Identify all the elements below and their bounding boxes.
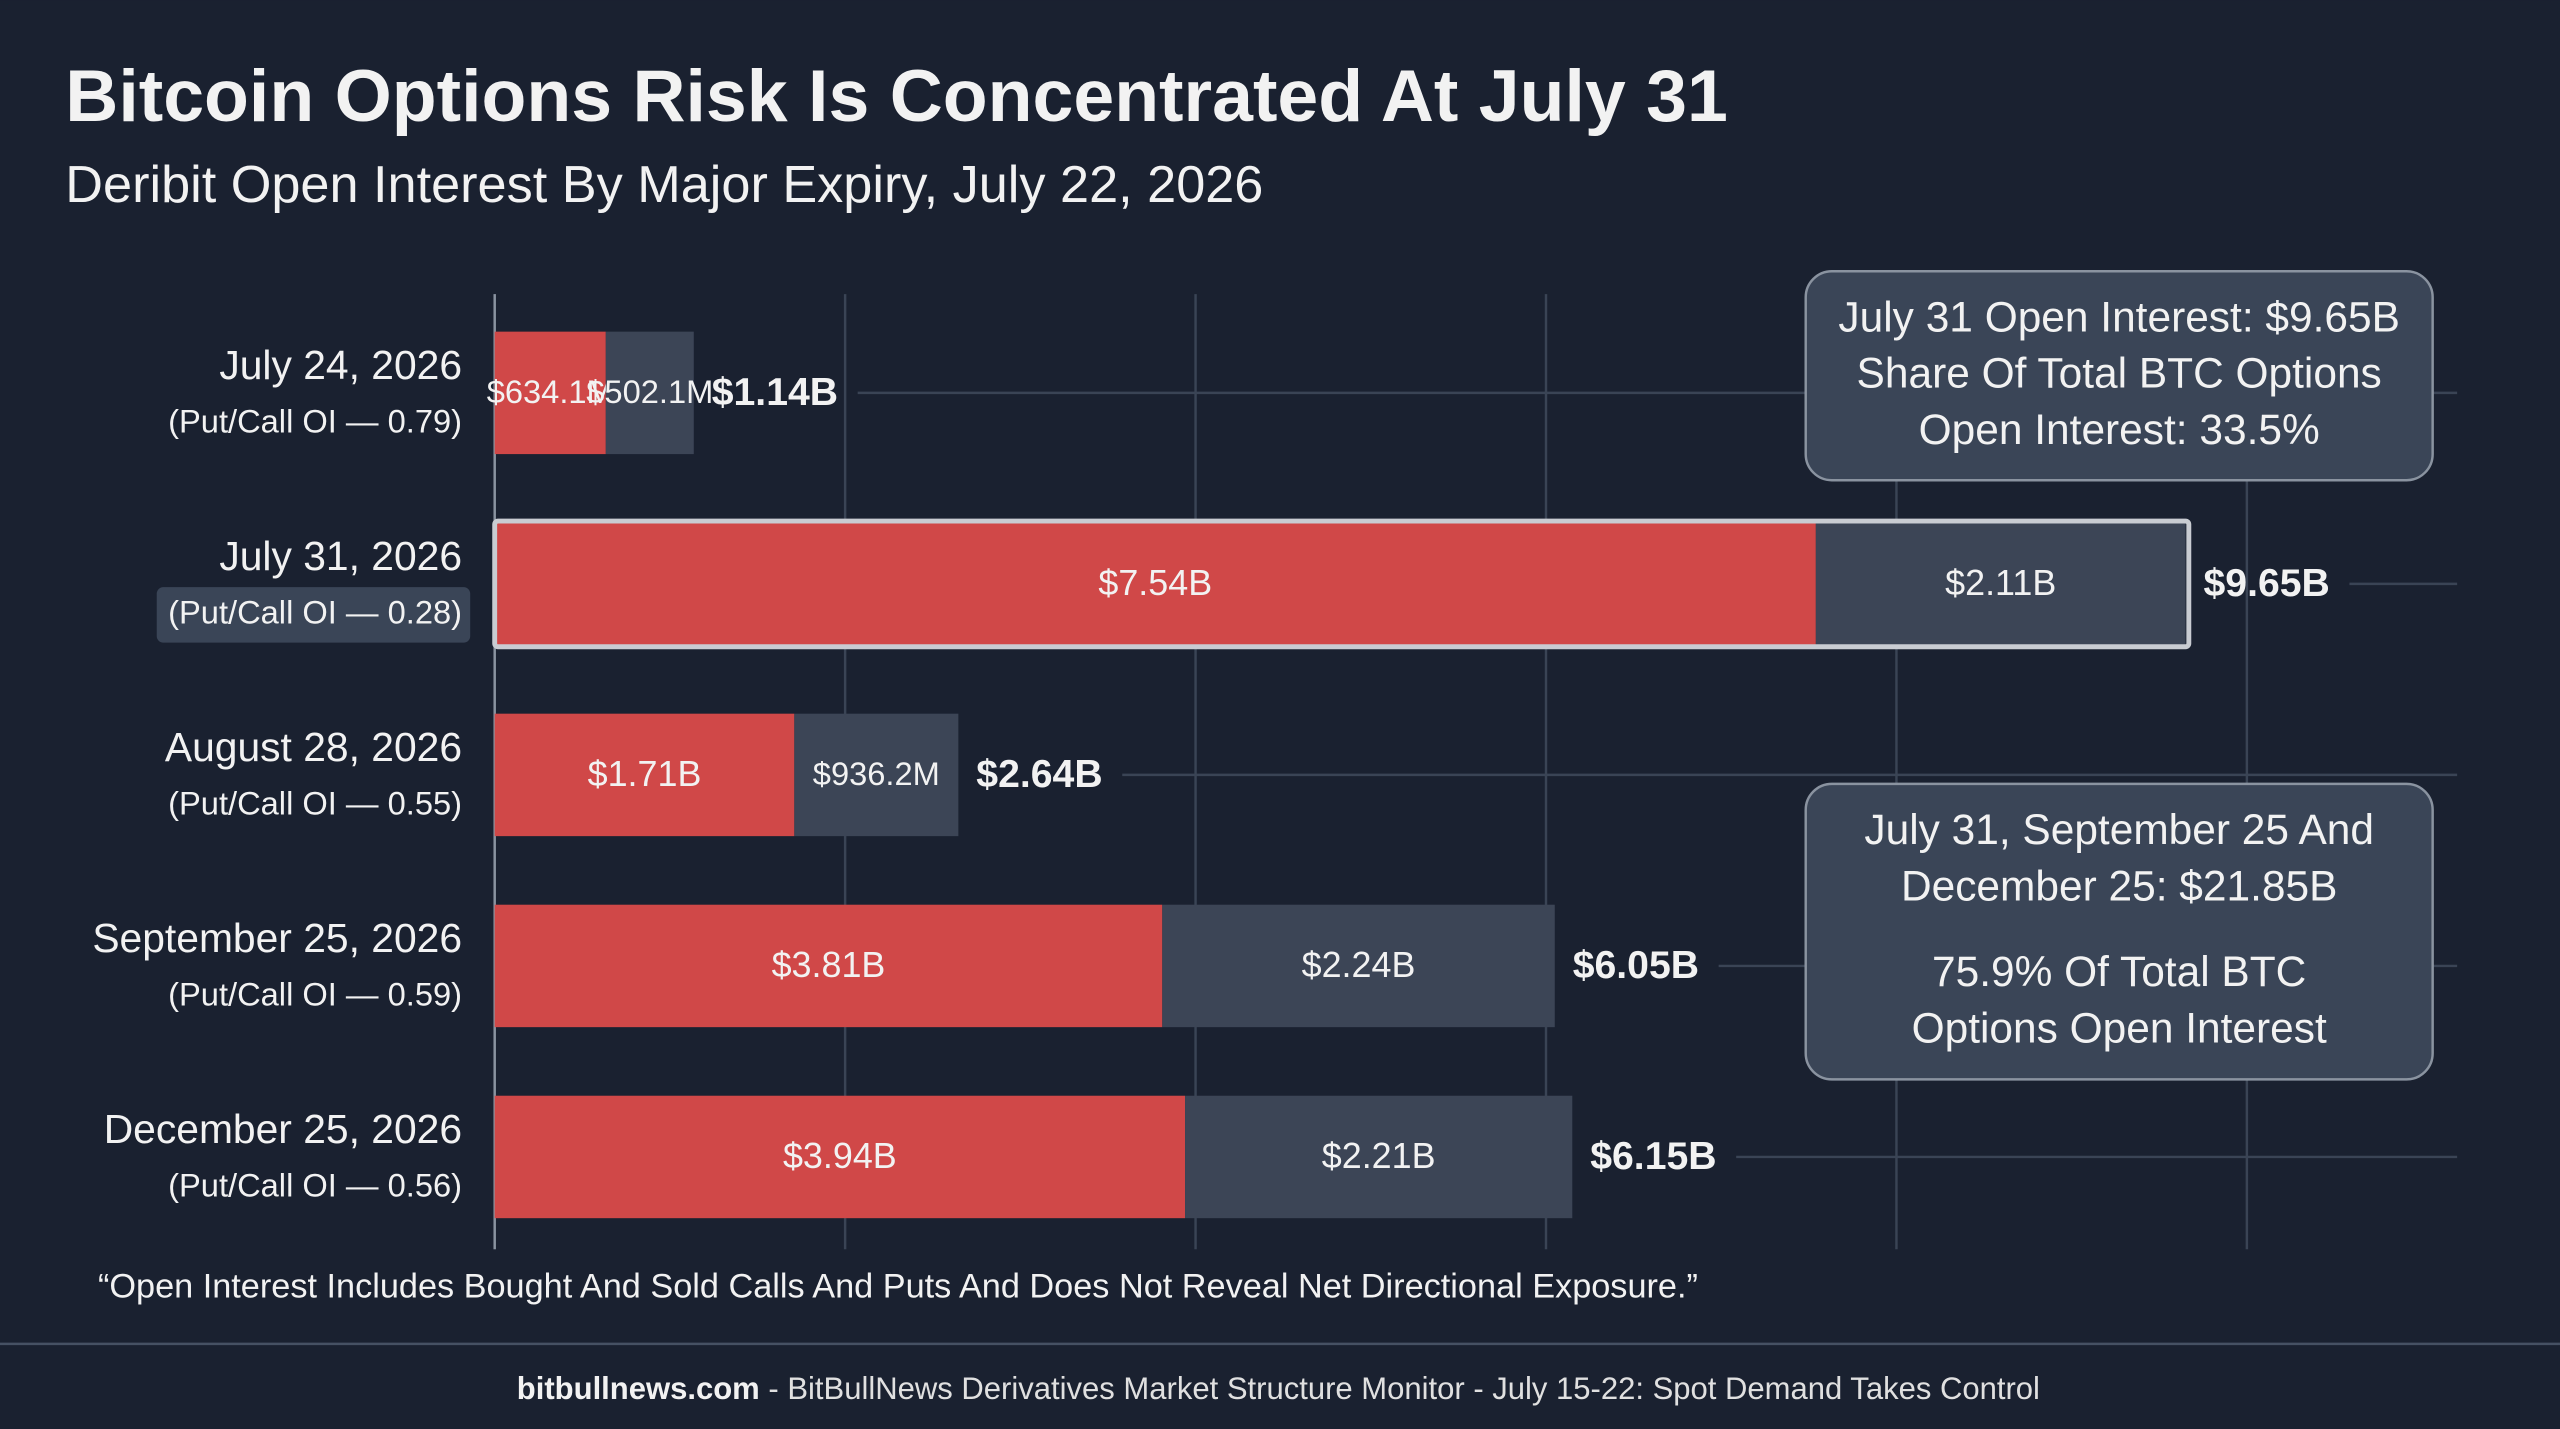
value-label: $936.2M (813, 755, 940, 792)
annotation-line: Options Open Interest (1912, 1004, 2327, 1051)
category-sublabel: (Put/Call OI — 0.56) (168, 1167, 462, 1204)
total-label: $9.65B (2204, 562, 2330, 605)
annotation-line: July 31, September 25 And (1864, 806, 2374, 853)
bar-segment (1162, 904, 1555, 1028)
value-label: $2.24B (1302, 944, 1416, 985)
total-label: $2.64B (976, 753, 1102, 796)
highlight-outline (492, 518, 2192, 650)
bar-segment (494, 331, 606, 455)
footer-text: - BitBullNews Derivatives Market Structu… (760, 1371, 2040, 1406)
category-sublabel: (Put/Call OI — 0.79) (168, 403, 462, 440)
category-label: August 28, 2026 (165, 724, 462, 770)
value-label: $2.11B (1945, 562, 2056, 603)
annotation-box (1804, 782, 2434, 1081)
annotation-line: Open Interest: 33.5% (1919, 406, 2320, 453)
bar-segment (794, 713, 959, 837)
category-sublabel: (Put/Call OI — 0.59) (168, 976, 462, 1013)
footnote: “Open Interest Includes Bought And Sold … (98, 1267, 1698, 1305)
bar-segment (494, 904, 1163, 1028)
category-label: December 25, 2026 (104, 1106, 462, 1152)
category-sublabel: (Put/Call OI — 0.28) (168, 594, 462, 631)
value-label: $634.1M (487, 373, 614, 410)
total-label: $1.14B (712, 371, 838, 414)
chart-title: Bitcoin Options Risk Is Concentrated At … (65, 54, 1728, 137)
bar-segment (1815, 522, 2186, 646)
sublabel-highlight (156, 587, 471, 643)
footer: bitbullnews.com - BitBullNews Derivative… (517, 1371, 2040, 1406)
value-label: $7.54B (1098, 562, 1212, 603)
value-label: $502.1M (586, 373, 713, 410)
annotation-line: December 25: $21.85B (1901, 862, 2337, 909)
chart-subtitle: Deribit Open Interest By Major Expiry, J… (65, 156, 1263, 214)
annotation-line: July 31 Open Interest: $9.65B (1838, 293, 2399, 340)
total-label: $6.05B (1573, 944, 1699, 987)
value-label: $3.94B (783, 1135, 897, 1176)
category-label: July 24, 2026 (219, 342, 462, 388)
bar-segment (494, 713, 795, 837)
value-label: $3.81B (772, 944, 886, 985)
annotation-line: 75.9% Of Total BTC (1932, 948, 2306, 995)
category-label: September 25, 2026 (92, 915, 462, 961)
total-label: $6.15B (1590, 1135, 1716, 1178)
value-label: $2.21B (1322, 1135, 1436, 1176)
annotation-line: Share Of Total BTC Options (1857, 350, 2382, 397)
value-label: $1.71B (588, 753, 702, 794)
footer-source: bitbullnews.com (517, 1371, 760, 1406)
bar-segment (494, 522, 1816, 646)
annotation-box (1804, 270, 2434, 482)
category-sublabel: (Put/Call OI — 0.55) (168, 785, 462, 822)
category-label: July 31, 2026 (219, 533, 462, 579)
bar-segment (1185, 1095, 1573, 1219)
annotations: July 31 Open Interest: $9.65B Share Of To… (1804, 270, 2434, 1081)
plot: July 24, 2026 (Put/Call OI — 0.79) $634.1M… (92, 331, 2330, 1219)
bar-segment (494, 1095, 1186, 1219)
bar-segment (605, 331, 694, 455)
